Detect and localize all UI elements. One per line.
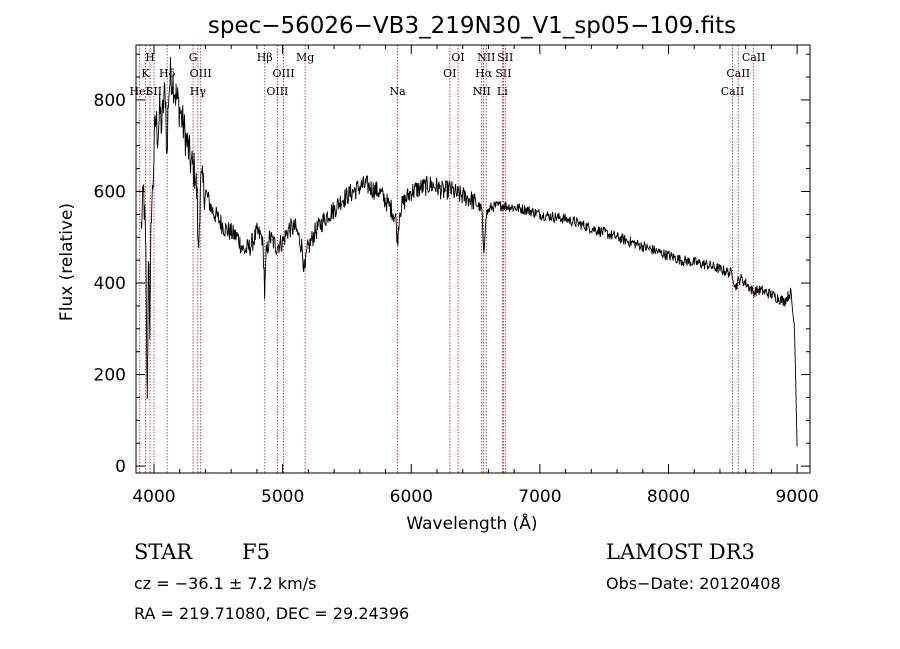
y-tick-label: 400 <box>94 274 126 294</box>
y-tick-label: 200 <box>94 366 126 386</box>
marker-label: Na <box>390 85 407 98</box>
x-tick-label: 8000 <box>647 487 690 507</box>
y-axis-label: Flux (relative) <box>57 203 77 321</box>
x-tick-label: 9000 <box>776 487 819 507</box>
marker-label: Hγ <box>190 85 207 98</box>
marker-label: NII <box>477 51 495 64</box>
obs-date: Obs−Date: 20120408 <box>606 574 781 593</box>
marker-label: CaII <box>726 67 750 80</box>
marker-label: HeI <box>130 85 150 98</box>
x-tick-label: 4000 <box>132 487 175 507</box>
marker-label: NII <box>473 85 491 98</box>
object-class: STAR <box>134 540 193 564</box>
marker-label: OI <box>451 51 464 64</box>
spectrum-line <box>140 56 798 447</box>
y-tick-label: 800 <box>94 91 126 111</box>
plot-frame <box>135 44 811 474</box>
marker-label: Li <box>497 85 508 98</box>
y-axis: 0 200 400 600 800 <box>94 53 810 477</box>
marker-label: OIII <box>190 67 212 80</box>
marker-label: Mg <box>296 51 314 64</box>
marker-label: OIII <box>273 67 295 80</box>
x-axis-label: Wavelength (Å) <box>406 512 537 534</box>
y-tick-label: 600 <box>94 182 126 202</box>
x-tick-label: 5000 <box>261 487 304 507</box>
x-tick-label: 6000 <box>390 487 433 507</box>
subclass: F5 <box>242 540 270 564</box>
y-tick-label: 0 <box>115 457 126 477</box>
marker-label: OIII <box>266 85 288 98</box>
x-tick-label: 7000 <box>518 487 561 507</box>
marker-label: K <box>141 67 150 80</box>
chart-title: spec−56026−VB3_219N30_V1_sp05−109.fits <box>208 13 736 39</box>
marker-label: G <box>189 51 198 64</box>
marker-label: SII <box>497 51 513 64</box>
coordinates: RA = 219.71080, DEC = 29.24396 <box>134 604 410 623</box>
redshift: cz = −36.1 ± 7.2 km/s <box>134 574 317 593</box>
marker-label: CaII <box>742 51 766 64</box>
marker-label: OI <box>443 67 456 80</box>
marker-label: Hβ <box>257 51 273 64</box>
marker-label: SII <box>146 85 162 98</box>
marker-label: SII <box>495 67 511 80</box>
marker-label: H <box>145 51 155 64</box>
x-axis: 4000 5000 6000 7000 8000 9000 <box>132 45 819 507</box>
survey-name: LAMOST DR3 <box>606 540 755 564</box>
marker-label: Hα <box>475 67 493 80</box>
spectrum-layer <box>140 56 798 447</box>
marker-label: CaII <box>721 85 745 98</box>
